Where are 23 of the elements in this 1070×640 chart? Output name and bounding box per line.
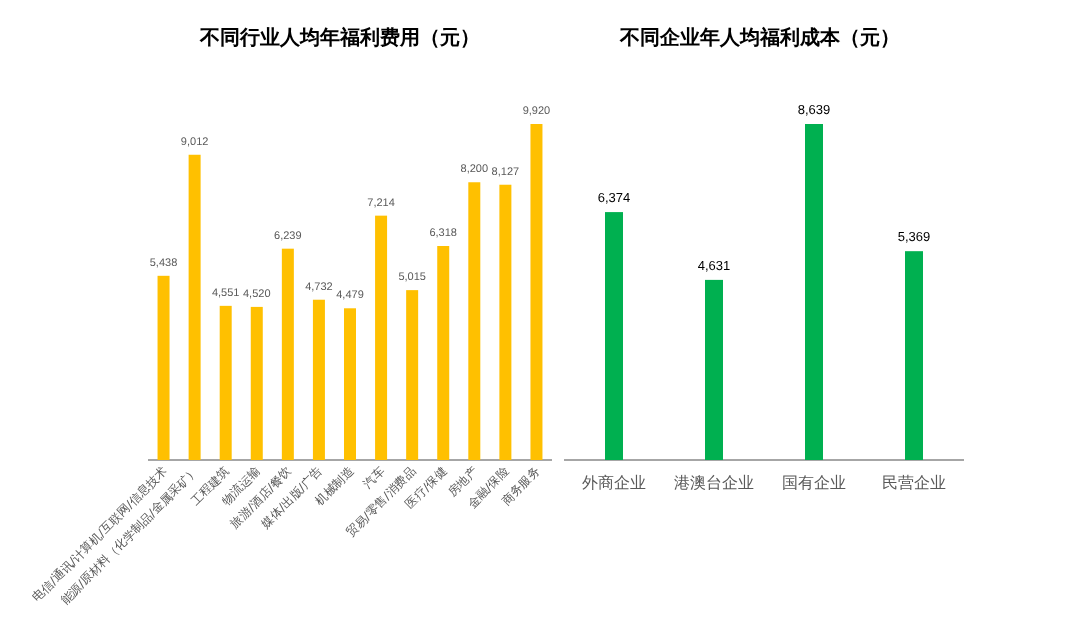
bar xyxy=(406,290,419,460)
bar xyxy=(250,306,263,460)
x-tick-label: 民营企业 xyxy=(882,474,946,492)
bar xyxy=(705,279,723,460)
bar xyxy=(344,308,356,460)
bar xyxy=(375,215,388,460)
bar xyxy=(312,299,325,460)
bar xyxy=(905,251,923,460)
bar xyxy=(805,124,823,460)
bar xyxy=(437,246,450,460)
bar xyxy=(281,248,294,460)
bar xyxy=(468,182,481,460)
bar xyxy=(188,154,201,460)
bar xyxy=(157,275,170,460)
bar xyxy=(530,124,543,460)
bar xyxy=(499,184,512,460)
bar xyxy=(605,212,623,460)
chart-title: 不同行业人均年福利费用（元） xyxy=(198,26,480,50)
x-tick-label: 港澳台企业 xyxy=(674,474,754,492)
x-tick-label: 外商企业 xyxy=(582,474,646,492)
x-tick-label: 国有企业 xyxy=(782,474,846,492)
chart-title: 不同企业年人均福利成本（元） xyxy=(618,26,900,50)
bar xyxy=(219,305,232,460)
